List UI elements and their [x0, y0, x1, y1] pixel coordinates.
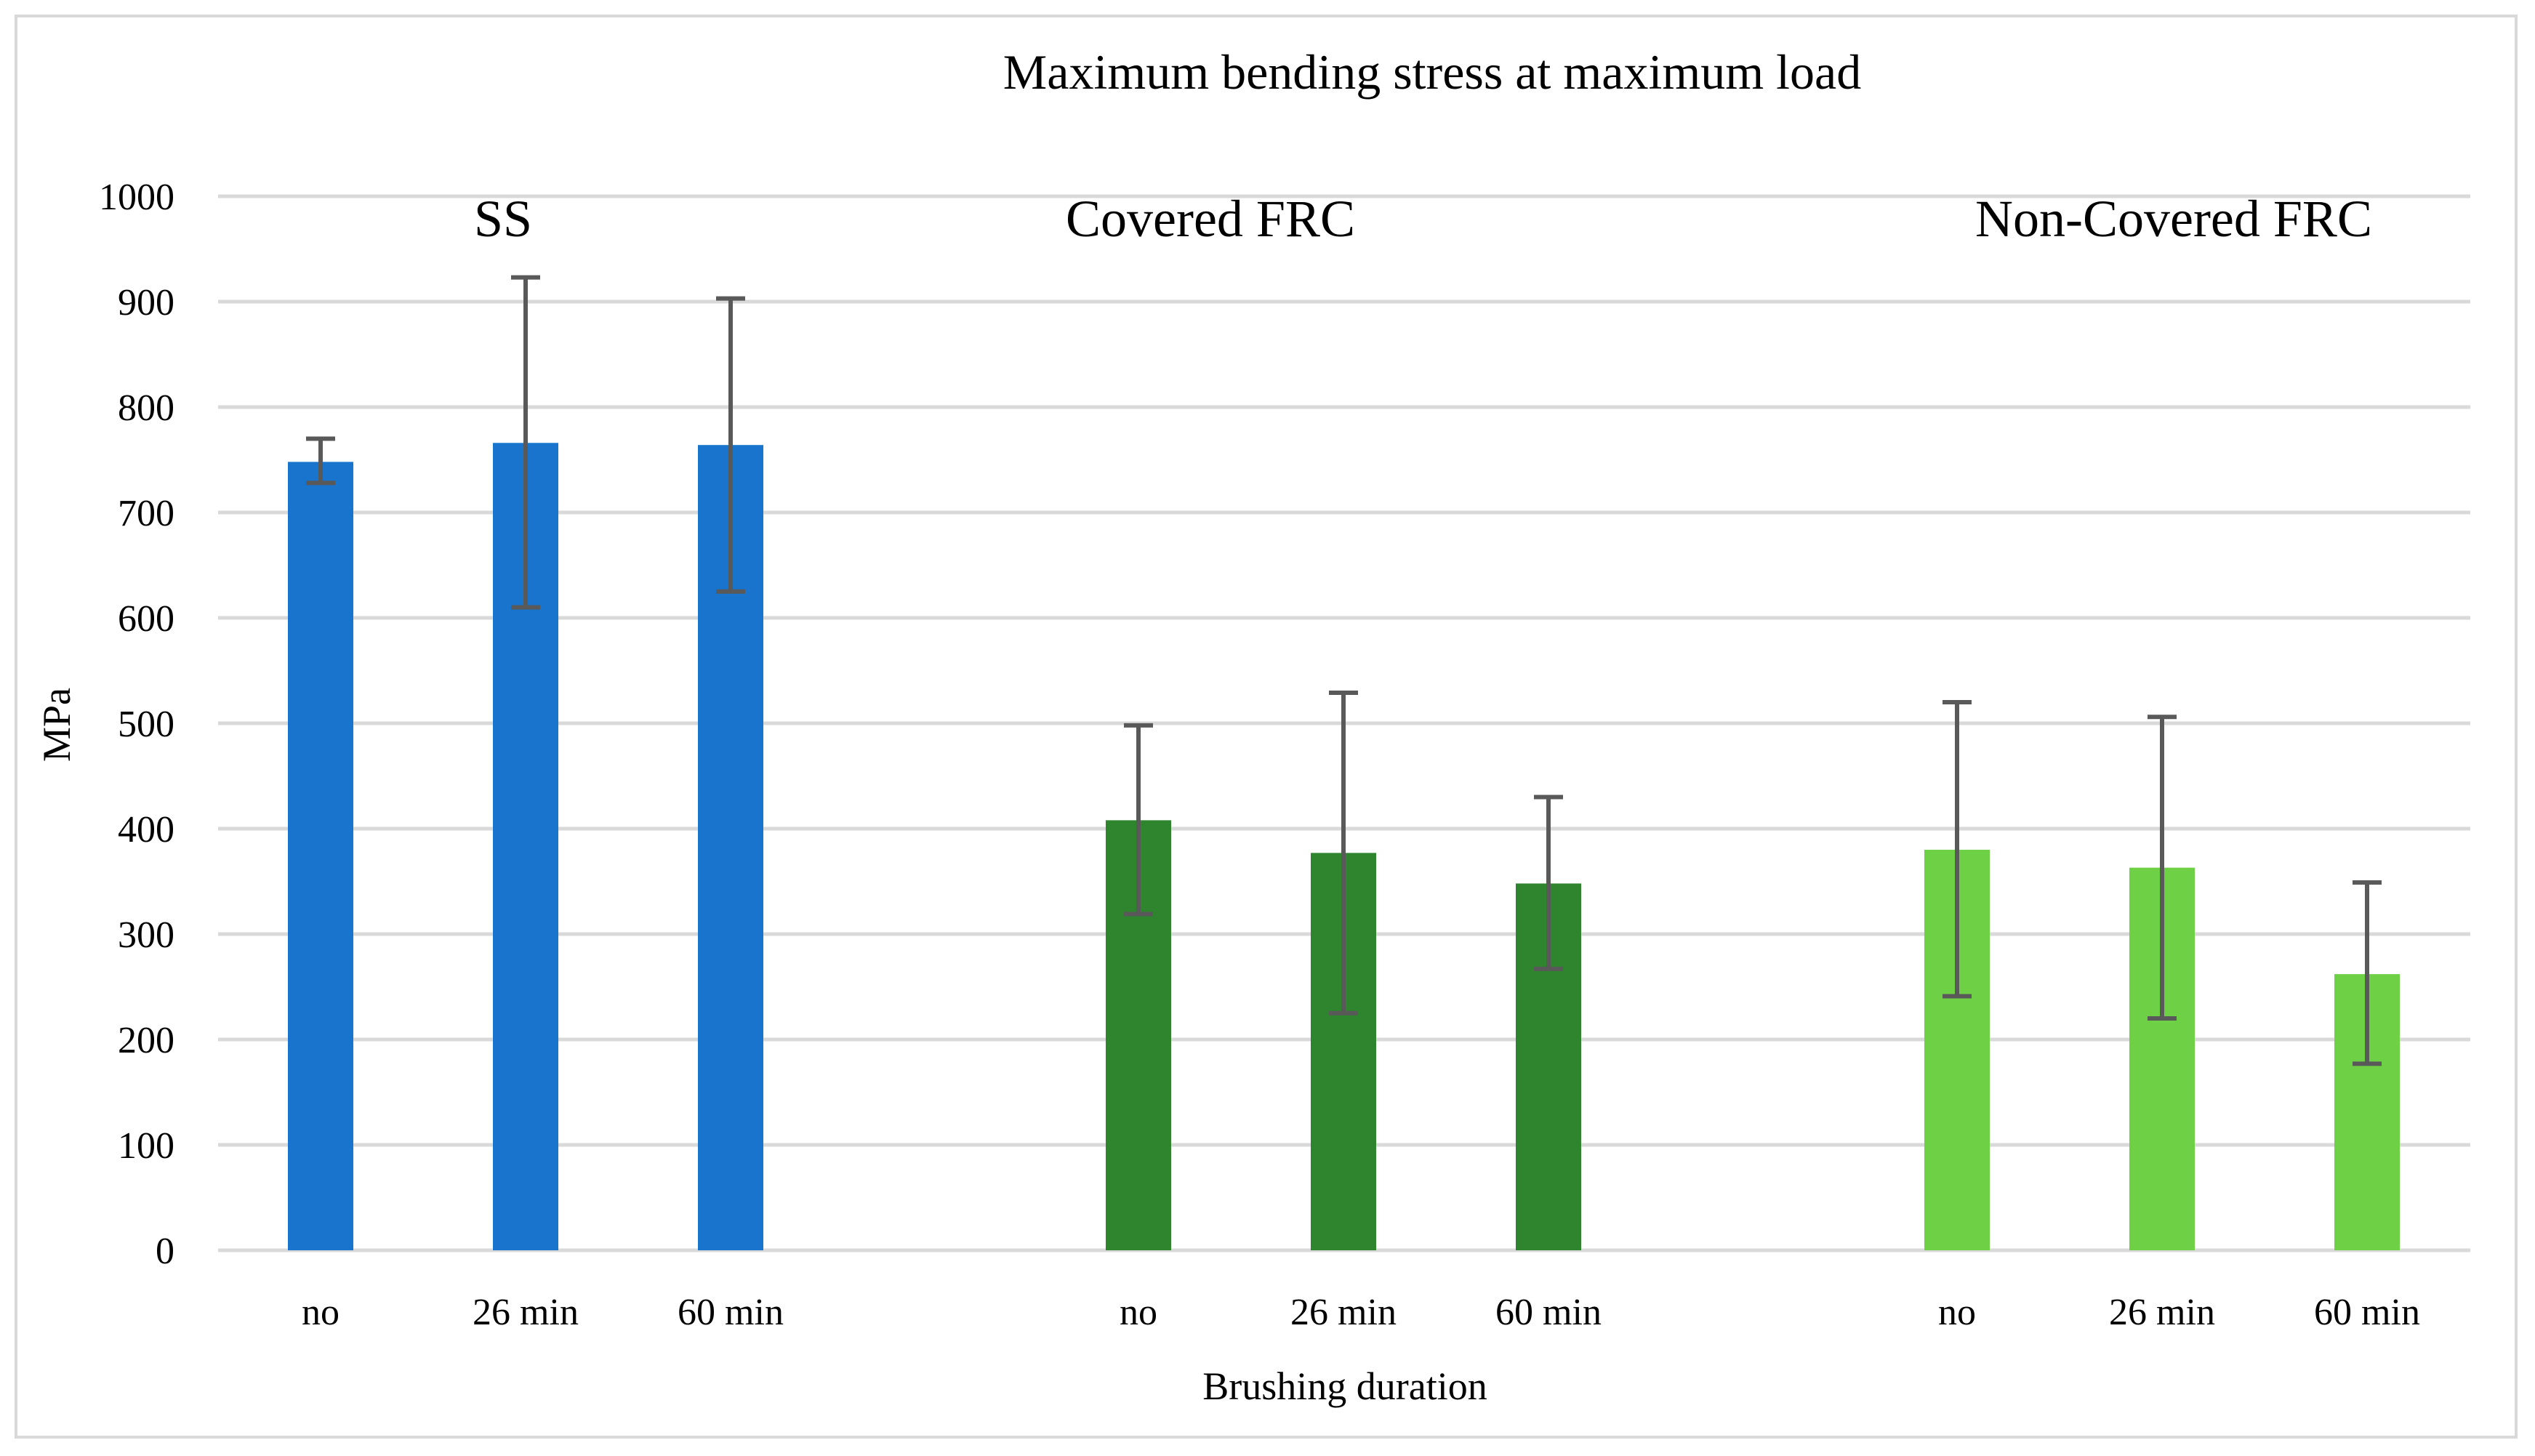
- y-tick-label: 500: [118, 704, 174, 745]
- error-bar: [1124, 723, 1153, 917]
- x-tick-label: 26 min: [473, 1292, 579, 1333]
- error-bar: [716, 296, 745, 594]
- x-tick-label: 26 min: [2109, 1292, 2215, 1333]
- error-bar: [306, 436, 335, 486]
- x-tick-label: 26 min: [1290, 1292, 1397, 1333]
- y-tick-label: 1000: [99, 177, 174, 218]
- x-tick-label: no: [302, 1292, 340, 1333]
- chart-frame: [15, 15, 2518, 1439]
- group-label: Covered FRC: [1066, 190, 1355, 248]
- y-tick-label: 600: [118, 598, 174, 640]
- bar: [288, 462, 353, 1250]
- y-tick-label: 200: [118, 1020, 174, 1061]
- y-tick-label: 0: [156, 1231, 174, 1272]
- chart-title: Maximum bending stress at maximum load: [1003, 44, 1861, 100]
- y-axis-title: MPa: [35, 688, 79, 762]
- x-tick-label: no: [1120, 1292, 1157, 1333]
- error-bars: [306, 275, 2382, 1066]
- group-labels: SS Covered FRC Non-Covered FRC: [474, 190, 2372, 248]
- y-tick-label: 400: [118, 809, 174, 850]
- y-tick-label: 300: [118, 914, 174, 956]
- group-label: Non-Covered FRC: [1975, 190, 2372, 248]
- error-bar: [511, 275, 540, 610]
- y-tick-label: 700: [118, 493, 174, 534]
- x-tick-label: no: [1938, 1292, 1976, 1333]
- gridlines: [218, 194, 2470, 1252]
- y-tick-label: 900: [118, 282, 174, 323]
- x-tick-label: 60 min: [1495, 1292, 1602, 1333]
- x-tick-label: 60 min: [678, 1292, 784, 1333]
- x-tick-label: 60 min: [2314, 1292, 2420, 1333]
- x-axis-ticks: no 26 min 60 min no 26 min 60 min no 26 min 60 m…: [302, 1292, 2420, 1333]
- error-bar: [1534, 795, 1563, 971]
- group-label: SS: [474, 190, 532, 248]
- x-axis-title: Brushing duration: [1202, 1364, 1487, 1408]
- error-bar: [2353, 880, 2382, 1066]
- error-bar: [1329, 690, 1358, 1015]
- error-bar: [1943, 700, 1972, 999]
- bars: [288, 443, 2400, 1251]
- y-tick-label: 800: [118, 387, 174, 429]
- error-bar: [2148, 715, 2177, 1021]
- y-axis-ticks: 0 100 200 300 400 500 600 700 800 900 1000: [99, 177, 174, 1272]
- y-tick-label: 100: [118, 1125, 174, 1167]
